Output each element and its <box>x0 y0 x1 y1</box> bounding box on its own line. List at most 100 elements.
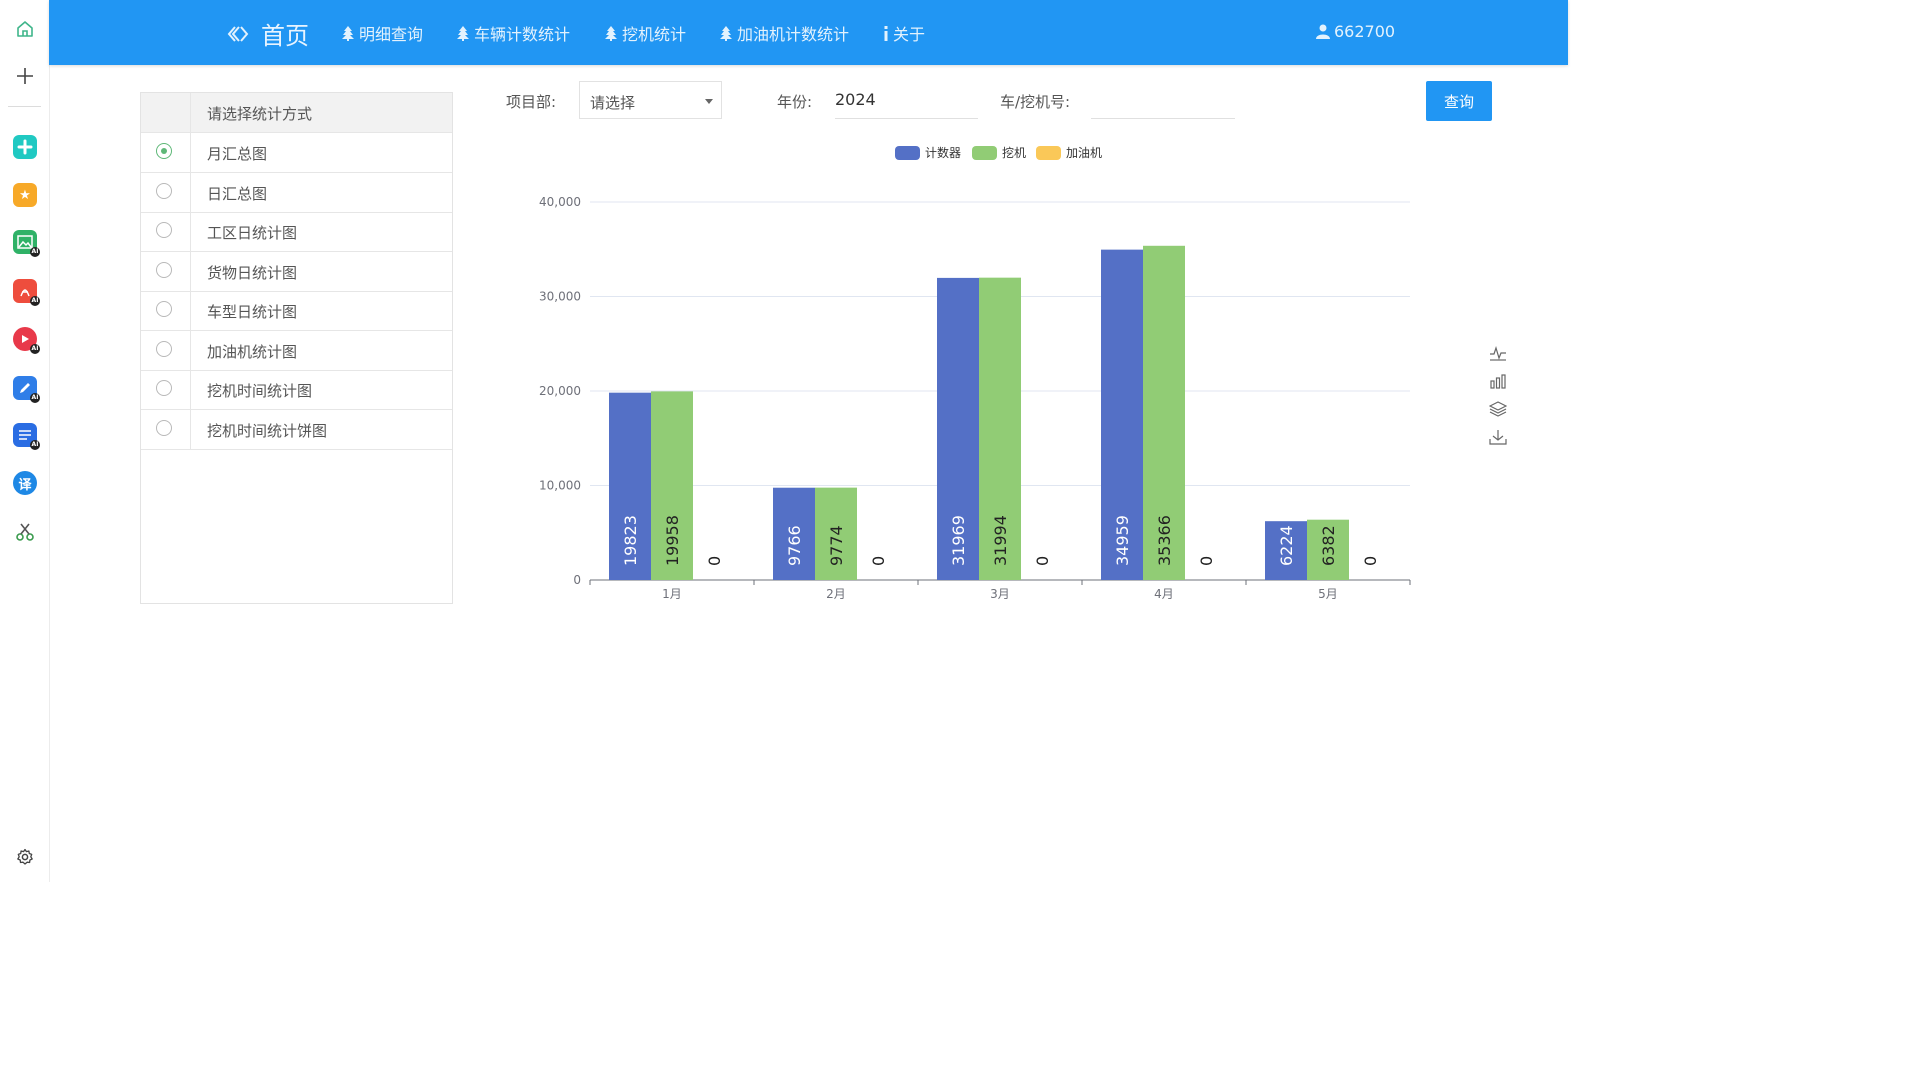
y-tick-label: 20,000 <box>539 384 581 398</box>
x-tick-label: 1月 <box>662 587 682 601</box>
video-ai-icon[interactable]: AI <box>12 326 40 354</box>
nav-item-about[interactable]: 关于 <box>883 21 925 45</box>
year-input[interactable] <box>835 81 978 117</box>
query-button[interactable]: 查询 <box>1426 81 1492 121</box>
translate-icon[interactable]: 译 <box>12 470 38 496</box>
brand-label: 首页 <box>261 22 309 50</box>
bar-chart-icon[interactable] <box>1488 371 1508 391</box>
stat-option-row[interactable]: 车型日统计图 <box>141 291 452 331</box>
ai-badge: AI <box>30 296 40 306</box>
nav-item-excavator-stats[interactable]: 挖机统计 <box>604 21 686 45</box>
data-label: 34959 <box>1113 515 1132 566</box>
data-label: 19958 <box>663 515 682 566</box>
x-tick-label: 2月 <box>826 587 846 601</box>
bar <box>1265 521 1307 580</box>
legend-label: 加油机 <box>1066 146 1102 160</box>
data-label: 0 <box>1033 556 1052 566</box>
data-label: 0 <box>705 556 724 566</box>
y-tick-label: 40,000 <box>539 195 581 209</box>
stat-option-row[interactable]: 日汇总图 <box>141 173 452 213</box>
home-icon[interactable] <box>12 16 38 42</box>
write-ai-icon[interactable]: AI <box>12 375 40 403</box>
nav-item-label: 加油机计数统计 <box>737 25 850 44</box>
line-chart-icon[interactable] <box>1488 343 1508 363</box>
stat-option-label: 加油机统计图 <box>207 343 298 361</box>
data-label: 0 <box>1197 556 1216 566</box>
data-label: 0 <box>869 556 888 566</box>
radio-button[interactable] <box>156 301 172 317</box>
nav-item-detail-query[interactable]: 明细查询 <box>341 21 423 45</box>
brand-home-link[interactable]: 首页 <box>227 16 309 51</box>
stack-icon[interactable] <box>1488 399 1508 419</box>
project-select[interactable]: 请选择 <box>579 81 722 119</box>
monthly-summary-chart: 0 10,000 20,000 30,000 40,000 1月 19823 19958 0 2月… <box>539 145 1411 601</box>
sidebar-divider <box>8 106 41 107</box>
info-icon <box>884 25 888 41</box>
x-tick-label: 3月 <box>990 587 1010 601</box>
stat-option-label: 挖机时间统计饼图 <box>207 422 328 440</box>
project-label: 项目部: <box>506 93 557 111</box>
data-label: 35366 <box>1155 515 1174 566</box>
stat-option-row[interactable]: 货物日统计图 <box>141 252 452 292</box>
nav-item-vehicle-count[interactable]: 车辆计数统计 <box>456 21 570 45</box>
chart-toolbox <box>1488 343 1508 455</box>
stat-option-label: 挖机时间统计图 <box>207 382 313 400</box>
stat-option-row[interactable]: 月汇总图 <box>141 133 452 173</box>
x-tick-label: 5月 <box>1318 587 1338 601</box>
tree-icon <box>720 25 732 41</box>
doc-ai-icon[interactable]: AI <box>12 422 40 450</box>
plus-icon[interactable] <box>12 63 38 89</box>
nav-item-fuel-count[interactable]: 加油机计数统计 <box>719 21 849 45</box>
stat-option-label: 月汇总图 <box>207 145 268 163</box>
vehicle-input-wrap <box>1091 81 1235 119</box>
star-app-icon[interactable]: ★ <box>12 182 38 208</box>
stat-option-row[interactable]: 工区日统计图 <box>141 212 452 252</box>
bar <box>979 277 1021 580</box>
caret-down-icon <box>705 99 713 104</box>
bar <box>609 392 651 580</box>
table-header: 请选择统计方式 <box>141 93 452 133</box>
data-label: 9774 <box>827 525 846 566</box>
project-select-value: 请选择 <box>590 94 636 112</box>
data-label: 6224 <box>1277 525 1296 566</box>
radio-button[interactable] <box>156 143 172 159</box>
user-icon <box>1316 24 1330 39</box>
ai-app-1-icon[interactable] <box>12 134 38 160</box>
stat-option-row[interactable]: 挖机时间统计图 <box>141 370 452 410</box>
data-label: 9766 <box>785 525 804 566</box>
table-header-label: 请选择统计方式 <box>207 105 313 123</box>
tree-icon <box>342 25 354 41</box>
data-label: 6382 <box>1319 525 1338 566</box>
radio-button[interactable] <box>156 222 172 238</box>
bar <box>1307 519 1349 580</box>
stat-option-row[interactable]: 加油机统计图 <box>141 331 452 371</box>
ai-badge: AI <box>30 440 40 450</box>
image-ai-icon[interactable]: AI <box>12 229 40 257</box>
nav-item-label: 车辆计数统计 <box>474 25 571 44</box>
nav-item-label: 关于 <box>893 25 926 44</box>
radio-button[interactable] <box>156 183 172 199</box>
stat-option-label: 日汇总图 <box>207 185 268 203</box>
legend-swatch <box>972 146 997 160</box>
pdf-ai-icon[interactable]: AI <box>12 278 40 306</box>
user-menu[interactable]: 662700 <box>1316 22 1395 41</box>
radio-button[interactable] <box>156 341 172 357</box>
data-label: 31969 <box>949 515 968 566</box>
radio-button[interactable] <box>156 262 172 278</box>
ai-badge: AI <box>30 344 40 354</box>
legend-swatch <box>1036 146 1061 160</box>
radio-button[interactable] <box>156 420 172 436</box>
tree-icon <box>605 25 617 41</box>
vehicle-input[interactable] <box>1091 81 1235 117</box>
stat-option-row[interactable]: 挖机时间统计饼图 <box>141 410 452 450</box>
nav-item-label: 明细查询 <box>359 25 424 44</box>
data-label: 19823 <box>621 515 640 566</box>
download-icon[interactable] <box>1488 427 1508 447</box>
user-id: 662700 <box>1334 22 1396 41</box>
scissors-icon[interactable] <box>12 519 38 545</box>
ai-badge: AI <box>30 393 40 403</box>
nav-item-label: 挖机统计 <box>622 25 687 44</box>
settings-icon[interactable] <box>12 844 38 870</box>
tree-icon <box>457 25 469 41</box>
radio-button[interactable] <box>156 380 172 396</box>
